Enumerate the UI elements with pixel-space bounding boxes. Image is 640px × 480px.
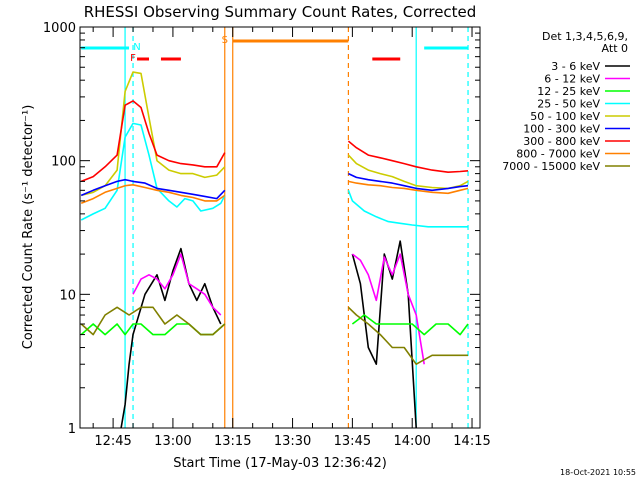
y-tick-label: 1 (68, 422, 76, 437)
legend-label: 3 - 6 keV (551, 60, 600, 73)
x-tick-label: 13:15 (214, 434, 251, 449)
x-tick-label: 14:15 (453, 434, 490, 449)
series-line-5-0 (80, 178, 226, 200)
legend-label: 12 - 25 keV (537, 85, 600, 98)
legend-header: Det 1,3,4,5,6,9, (542, 30, 628, 43)
series-line-8-0 (80, 306, 226, 336)
chart-title: RHESSI Observing Summary Count Rates, Co… (84, 3, 477, 21)
footer-timestamp: 18-Oct-2021 10:55 (560, 468, 636, 477)
y-tick-label: 100 (51, 155, 76, 170)
series-line-8-1 (347, 306, 468, 366)
y-tick-label: 10 (59, 288, 76, 303)
legend-label: 6 - 12 keV (544, 73, 600, 86)
y-tick-label: 1000 (43, 21, 76, 36)
series-line-6-0 (80, 100, 226, 183)
y-axis-label: Corrected Count Rate (s⁻¹ detector⁻¹) (21, 105, 36, 350)
legend-label: 100 - 300 keV (523, 123, 600, 136)
legend-label: 300 - 800 keV (523, 135, 600, 148)
series-line-3-1 (347, 190, 468, 228)
series-line-2-0 (80, 323, 226, 336)
legend-label: 50 - 100 keV (530, 110, 600, 123)
series-line-5-1 (348, 172, 469, 192)
plot-frame (79, 26, 481, 429)
x-tick-label: 12:45 (94, 434, 131, 449)
legend-label: 25 - 50 keV (537, 98, 600, 111)
legend-header: Att 0 (602, 42, 628, 55)
axes: 1 10 100 1000 12:45 13:00 13:15 13:30 13:45 14:00… (43, 21, 491, 449)
flag-label-F: F (130, 53, 136, 64)
flag-label-S: S (222, 35, 228, 46)
series-line-1-0 (132, 253, 222, 316)
legend-label: 800 - 7000 keV (516, 148, 600, 161)
series-line-0-1 (351, 240, 417, 429)
x-tick-label: 13:00 (154, 434, 191, 449)
legend-label: 7000 - 15000 keV (502, 160, 600, 173)
series-line-2-1 (351, 314, 469, 336)
x-tick-label: 13:45 (334, 434, 371, 449)
series-line-7-0 (80, 184, 226, 205)
x-tick-label: 14:00 (393, 434, 430, 449)
series-line-0-0 (120, 247, 222, 429)
flag-label-N: N (133, 42, 140, 53)
series-line-1-1 (351, 253, 425, 365)
series-line-6-1 (347, 140, 469, 173)
x-tick-label: 13:30 (274, 434, 311, 449)
x-axis-label: Start Time (17-May-03 12:36:42) (173, 456, 387, 471)
series-line-4-0 (80, 71, 226, 197)
plot-area: FN S (80, 27, 469, 429)
series-line-7-1 (348, 180, 469, 195)
